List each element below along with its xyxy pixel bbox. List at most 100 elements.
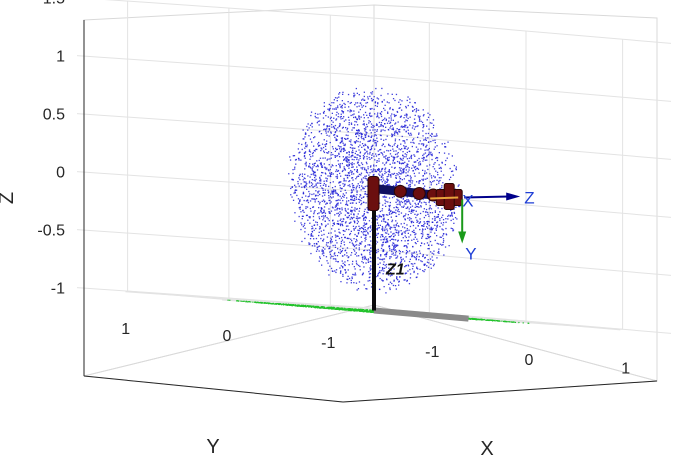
workspace-point [342,112,344,114]
workspace-point [402,251,404,253]
workspace-point [341,239,344,241]
workspace-point [376,137,378,139]
workspace-point [441,207,443,210]
workspace-point [346,129,348,131]
workspace-point [397,240,399,242]
workspace-point [322,199,325,201]
workspace-point [453,212,456,214]
workspace-point [379,215,381,217]
workspace-point [423,225,425,227]
workspace-point [351,152,353,154]
workspace-point [419,115,421,117]
workspace-point [439,219,441,222]
workspace-point [428,208,430,210]
workspace-point [393,172,396,175]
workspace-point [415,204,417,206]
workspace-point [302,191,305,193]
workspace-point [424,172,426,174]
workspace-point [310,252,312,255]
workspace-point [389,239,391,242]
workspace-point [305,145,307,147]
workspace-point [365,170,368,172]
plane-point [301,305,303,307]
workspace-point [361,202,363,205]
workspace-point [352,189,355,191]
workspace-point [359,157,361,159]
workspace-point [385,162,387,164]
workspace-point [371,229,373,231]
workspace-point [325,177,327,179]
workspace-point [319,162,322,164]
workspace-point [351,173,353,175]
plane-point [513,321,515,323]
workspace-point [330,255,332,257]
workspace-point [438,164,440,166]
workspace-point [319,201,321,204]
workspace-point [394,285,397,287]
workspace-point [327,169,329,171]
workspace-point [407,251,409,253]
workspace-point [341,223,343,225]
workspace-point [340,251,343,253]
workspace-point [312,186,314,188]
workspace-point [311,152,314,155]
workspace-point [411,180,414,182]
workspace-point [374,148,376,150]
plane-point [364,309,366,311]
workspace-point [391,113,393,115]
workspace-point [324,144,326,146]
workspace-point [360,231,363,233]
workspace-point [406,245,408,248]
workspace-point [304,186,306,189]
workspace-point [380,254,382,256]
workspace-point [376,160,378,162]
workspace-point [385,238,387,241]
workspace-point [342,117,344,120]
workspace-point [301,215,304,217]
workspace-point [369,253,371,256]
workspace-point [381,267,384,269]
workspace-point [315,250,318,252]
workspace-point [449,215,451,217]
workspace-point [329,246,331,248]
workspace-point [339,166,341,169]
workspace-point [399,178,401,180]
workspace-point [392,98,395,100]
workspace-point [340,212,342,214]
workspace-point [356,102,359,104]
workspace-point [388,208,390,210]
workspace-point [375,139,377,142]
workspace-point [433,168,436,170]
workspace-point [395,244,397,246]
workspace-point [359,144,361,146]
workspace-point [343,150,345,152]
workspace-point [384,104,386,106]
workspace-point [422,175,424,177]
workspace-point [337,222,339,225]
workspace-point [389,108,391,110]
workspace-point [341,140,344,142]
workspace-point [335,114,337,116]
workspace-point [445,159,447,162]
workspace-point [382,230,384,232]
workspace-point [426,265,428,267]
workspace-point [399,202,401,204]
workspace-point [425,156,428,158]
plane-point [361,310,363,312]
workspace-point [301,148,303,151]
workspace-point [386,122,389,124]
workspace-point [309,193,311,195]
workspace-point [308,166,310,168]
workspace-point [403,215,405,217]
workspace-point [321,234,323,236]
workspace-point [339,199,341,201]
workspace-point [377,257,379,259]
workspace-point [315,198,318,200]
workspace-point [314,136,316,138]
workspace-point [364,185,366,188]
workspace-point [350,279,352,282]
plane-point [262,302,264,304]
workspace-point [313,137,315,139]
workspace-point [342,193,344,195]
workspace-point [413,252,415,254]
